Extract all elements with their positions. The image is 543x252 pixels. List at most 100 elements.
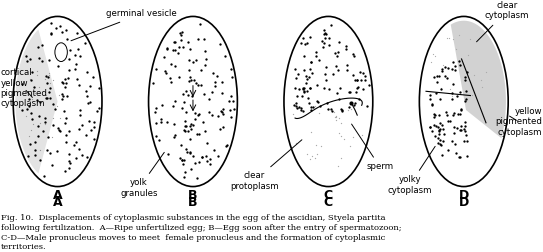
Point	[306, 35, 314, 39]
Point	[314, 57, 323, 61]
Point	[457, 124, 466, 128]
Point	[219, 125, 228, 130]
Point	[317, 144, 325, 148]
Point	[186, 47, 194, 51]
Point	[87, 129, 96, 133]
Point	[192, 132, 201, 136]
Point	[431, 134, 439, 138]
Point	[188, 60, 197, 64]
Point	[332, 118, 341, 122]
Point	[82, 94, 91, 99]
Point	[291, 67, 299, 71]
Point	[289, 103, 298, 107]
Point	[356, 70, 364, 74]
Point	[193, 37, 202, 41]
Point	[203, 159, 211, 163]
Point	[350, 54, 359, 58]
Point	[438, 63, 447, 67]
Text: A: A	[53, 196, 62, 209]
Point	[452, 127, 461, 131]
Point	[218, 107, 227, 111]
Point	[444, 66, 453, 70]
Point	[323, 107, 332, 111]
Point	[56, 116, 65, 120]
Point	[207, 90, 216, 94]
Point	[56, 24, 65, 28]
Point	[191, 111, 199, 115]
Polygon shape	[451, 21, 506, 138]
Point	[62, 133, 71, 137]
Point	[334, 97, 343, 101]
Point	[356, 78, 365, 82]
Point	[52, 104, 61, 108]
Point	[226, 67, 235, 71]
Point	[430, 75, 438, 79]
Text: yolk
granules: yolk granules	[120, 152, 165, 198]
Point	[151, 134, 160, 138]
Point	[293, 94, 301, 98]
Point	[328, 109, 337, 113]
Point	[72, 140, 81, 144]
Point	[33, 73, 41, 77]
Point	[157, 120, 166, 124]
Point	[323, 102, 332, 106]
Point	[435, 97, 444, 101]
Point	[89, 75, 97, 79]
Point	[466, 37, 475, 41]
Point	[65, 129, 73, 133]
Point	[450, 64, 459, 68]
Point	[182, 149, 191, 153]
Point	[151, 68, 160, 72]
Point	[450, 111, 458, 115]
Point	[195, 22, 204, 26]
Point	[84, 101, 92, 105]
Point	[437, 143, 445, 147]
Point	[35, 56, 44, 60]
Point	[159, 55, 168, 59]
Point	[292, 104, 300, 108]
Point	[326, 23, 335, 27]
Point	[299, 90, 308, 94]
Point	[182, 124, 191, 128]
Point	[311, 54, 320, 58]
Point	[45, 96, 54, 100]
Ellipse shape	[149, 16, 237, 186]
Point	[27, 111, 35, 115]
Point	[340, 137, 349, 141]
Point	[451, 151, 460, 155]
Point	[178, 30, 186, 34]
Point	[358, 87, 367, 91]
Point	[222, 143, 231, 147]
Point	[432, 91, 440, 95]
Point	[60, 109, 68, 113]
Point	[355, 97, 363, 101]
Point	[206, 162, 214, 166]
Point	[337, 121, 346, 125]
Point	[168, 104, 177, 108]
Point	[78, 123, 86, 127]
Point	[457, 108, 466, 112]
Point	[46, 81, 54, 85]
Text: clear
protoplasm: clear protoplasm	[230, 140, 302, 191]
Point	[293, 106, 302, 110]
Point	[200, 92, 209, 96]
Point	[58, 30, 67, 34]
Point	[303, 96, 312, 100]
Point	[445, 36, 453, 40]
Point	[65, 159, 73, 163]
Point	[49, 116, 58, 120]
Point	[23, 107, 31, 111]
Point	[329, 72, 337, 76]
Point	[28, 117, 36, 121]
Point	[38, 59, 47, 63]
Text: germinal vesicle: germinal vesicle	[71, 10, 177, 41]
Point	[313, 99, 321, 103]
Point	[59, 94, 67, 98]
Point	[194, 112, 203, 116]
Point	[187, 122, 195, 126]
Point	[454, 59, 463, 64]
Point	[449, 37, 457, 41]
Point	[300, 42, 309, 46]
Point	[451, 142, 460, 146]
Point	[307, 71, 316, 75]
